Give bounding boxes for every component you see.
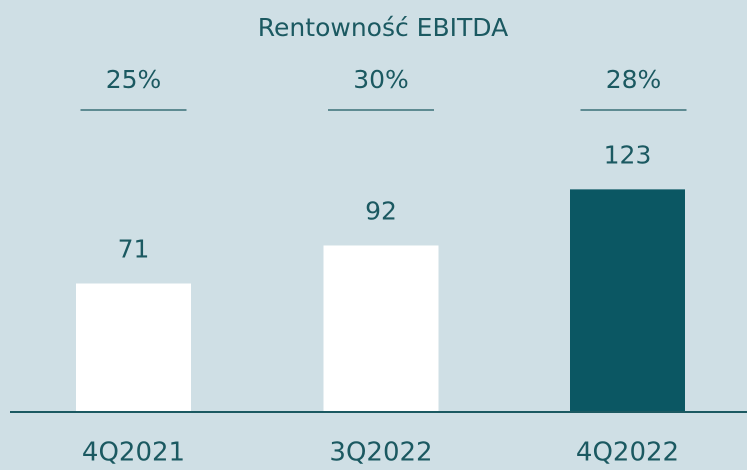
x-tick-label: 3Q2022 [329, 438, 432, 468]
value-label: 123 [604, 140, 652, 169]
bar [323, 245, 439, 412]
margin-label: 28% [606, 65, 662, 94]
margin-label: 30% [353, 65, 409, 94]
chart-title: Rentowność EBITDA [258, 13, 508, 42]
bar [76, 283, 191, 412]
x-tick-label: 4Q2022 [576, 438, 679, 468]
bar [570, 189, 685, 412]
margin-label: 25% [106, 65, 162, 94]
value-label: 92 [365, 196, 397, 225]
x-tick-label: 4Q2021 [82, 438, 185, 468]
value-label: 71 [118, 234, 150, 263]
